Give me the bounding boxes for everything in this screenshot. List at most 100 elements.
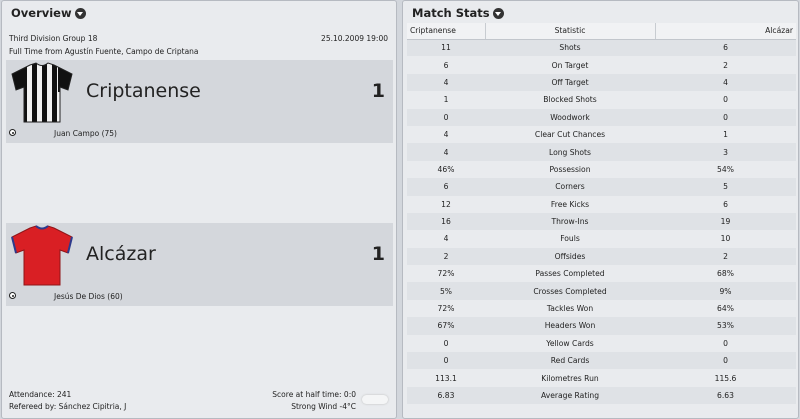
away-value: 3: [655, 143, 796, 161]
away-value: 6: [655, 195, 796, 213]
home-shirt-icon: [11, 62, 73, 123]
away-value: 53%: [655, 317, 796, 335]
home-value: 1: [407, 91, 485, 109]
table-row: 5% Crosses Completed 9%: [407, 282, 796, 300]
table-row: 12 Free Kicks 6: [407, 195, 796, 213]
stat-label: Crosses Completed: [485, 282, 655, 300]
column-header-statistic[interactable]: Statistic: [485, 23, 656, 40]
column-header-away[interactable]: Alcázar: [655, 23, 796, 40]
home-team-score: 1: [371, 80, 385, 102]
home-value: 113.1: [407, 369, 485, 387]
chevron-down-icon[interactable]: [74, 7, 86, 19]
stat-label: Throw-Ins: [485, 212, 655, 231]
table-row: 0 Red Cards 0: [407, 352, 796, 370]
table-row: 6 On Target 2: [407, 56, 796, 74]
away-value: 19: [655, 212, 796, 231]
away-value: 54%: [655, 160, 796, 179]
match-date: 25.10.2009 19:00: [321, 34, 388, 43]
away-value: 0: [655, 334, 796, 353]
home-scorer[interactable]: Juan Campo (75): [54, 129, 117, 138]
venue-line[interactable]: Full Time from Agustín Fuente, Campo de …: [9, 47, 199, 56]
overview-panel-header[interactable]: Overview: [11, 6, 86, 20]
home-value: 2: [407, 247, 485, 266]
away-value: 4: [655, 73, 796, 92]
home-value: 72%: [407, 265, 485, 283]
table-row: 4 Long Shots 3: [407, 143, 796, 161]
ball-icon: [9, 129, 16, 136]
home-value: 46%: [407, 160, 485, 179]
home-value: 16: [407, 212, 485, 231]
home-value: 67%: [407, 317, 485, 335]
home-value: 0: [407, 334, 485, 353]
away-value: 2: [655, 56, 796, 74]
table-row: 4 Off Target 4: [407, 73, 796, 92]
table-row: 0 Woodwork 0: [407, 108, 796, 126]
home-value: 4: [407, 125, 485, 144]
chevron-down-icon[interactable]: [492, 7, 504, 19]
stat-label: Headers Won: [485, 317, 655, 335]
referee[interactable]: Refereed by: Sánchez Cipitria, J: [9, 402, 127, 411]
stats-table: Criptanense Statistic Alcázar 11 Shots 6 6…: [407, 23, 796, 405]
ball-icon: [9, 292, 16, 299]
stat-label: Shots: [485, 39, 655, 57]
home-team-name[interactable]: Criptanense: [86, 80, 201, 102]
away-value: 115.6: [655, 369, 796, 387]
away-team-bar: Alcázar 1 Jesús De Dios (60): [6, 223, 393, 306]
stat-label: Possession: [485, 160, 655, 179]
away-value: 9%: [655, 282, 796, 300]
stats-header-row: Criptanense Statistic Alcázar: [407, 23, 796, 40]
home-value: 0: [407, 108, 485, 126]
home-value: 6: [407, 178, 485, 196]
home-value: 12: [407, 195, 485, 213]
stat-label: Fouls: [485, 230, 655, 248]
table-row: 4 Fouls 10: [407, 230, 796, 248]
attendance: Attendance: 241: [9, 390, 72, 399]
stat-label: On Target: [485, 56, 655, 74]
home-value: 6.83: [407, 386, 485, 405]
away-scorer[interactable]: Jesús De Dios (60): [54, 292, 123, 301]
home-team-bar: Criptanense 1 Juan Campo (75): [6, 60, 393, 143]
match-stats-header[interactable]: Match Stats: [412, 6, 504, 20]
away-value: 0: [655, 352, 796, 370]
stat-label: Woodwork: [485, 108, 655, 126]
away-value: 0: [655, 91, 796, 109]
table-row: 11 Shots 6: [407, 39, 796, 57]
away-value: 2: [655, 247, 796, 266]
stat-label: Red Cards: [485, 352, 655, 370]
away-value: 5: [655, 178, 796, 196]
match-stats-panel: Match Stats Criptanense Statistic Alcáza…: [402, 0, 799, 419]
table-row: 6.83 Average Rating 6.63: [407, 386, 796, 405]
away-value: 10: [655, 230, 796, 248]
home-value: 4: [407, 73, 485, 92]
home-value: 11: [407, 39, 485, 57]
away-value: 64%: [655, 299, 796, 318]
competition-label[interactable]: Third Division Group 18: [9, 34, 98, 43]
stat-label: Offsides: [485, 247, 655, 266]
table-row: 16 Throw-Ins 19: [407, 212, 796, 231]
stat-label: Corners: [485, 178, 655, 196]
table-row: 0 Yellow Cards 0: [407, 334, 796, 353]
overview-panel: Overview Third Division Group 18 25.10.2…: [1, 0, 397, 419]
home-value: 0: [407, 352, 485, 370]
cloud-icon: [362, 395, 388, 404]
stat-label: Yellow Cards: [485, 334, 655, 353]
away-value: 6.63: [655, 386, 796, 405]
table-row: 6 Corners 5: [407, 178, 796, 196]
table-row: 67% Headers Won 53%: [407, 317, 796, 335]
weather: Strong Wind -4°C: [291, 402, 356, 411]
table-row: 4 Clear Cut Chances 1: [407, 125, 796, 144]
away-team-name[interactable]: Alcázar: [86, 243, 156, 265]
stat-label: Clear Cut Chances: [485, 125, 655, 144]
column-header-home[interactable]: Criptanense: [407, 23, 486, 40]
away-value: 1: [655, 125, 796, 144]
home-value: 4: [407, 230, 485, 248]
stat-label: Average Rating: [485, 386, 655, 405]
table-row: 72% Passes Completed 68%: [407, 265, 796, 283]
away-team-score: 1: [371, 243, 385, 265]
away-value: 0: [655, 108, 796, 126]
home-value: 72%: [407, 299, 485, 318]
stat-label: Free Kicks: [485, 195, 655, 213]
away-shirt-icon: [11, 225, 73, 286]
stat-label: Kilometres Run: [485, 369, 655, 387]
match-stats-title: Match Stats: [412, 6, 490, 20]
